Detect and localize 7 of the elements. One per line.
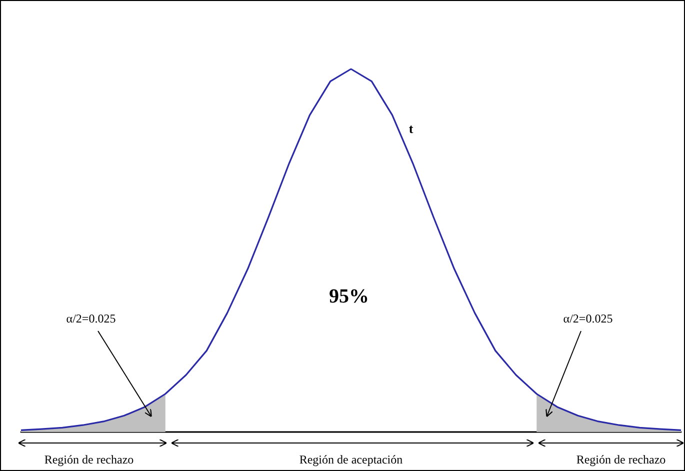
annotation: α/2=0.025 <box>563 312 613 326</box>
annotation: t <box>408 121 414 137</box>
annotation: 95% <box>329 286 369 308</box>
text: Región de rechazo <box>44 452 134 468</box>
annotation: α/2=0.025 <box>66 312 116 326</box>
text: Región de aceptación <box>299 452 403 468</box>
text: Región de rechazo <box>576 452 666 468</box>
